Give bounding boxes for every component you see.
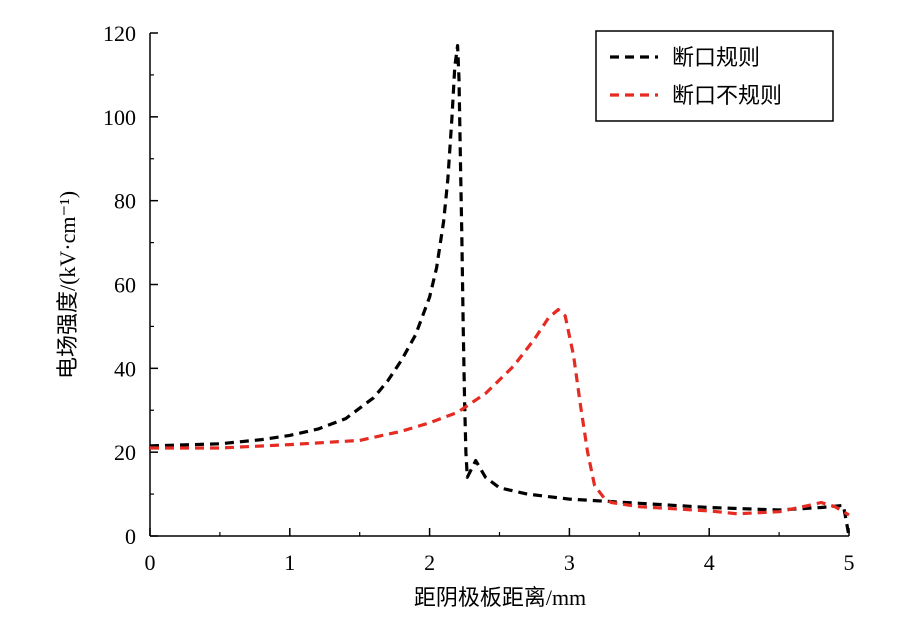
series-line-2 <box>150 308 850 517</box>
x-tick-label: 0 <box>145 550 156 575</box>
y-tick-label: 120 <box>103 21 136 46</box>
x-tick-label: 3 <box>564 550 575 575</box>
legend-box <box>595 30 834 122</box>
x-tick-label: 4 <box>704 550 715 575</box>
x-axis-label: 距阴极板距离/mm <box>414 585 586 610</box>
legend-label: 断口不规则 <box>672 83 782 108</box>
y-tick-label: 100 <box>103 105 136 130</box>
series-layer <box>149 44 851 537</box>
x-tick-label: 1 <box>284 550 295 575</box>
x-tick-label: 5 <box>844 550 855 575</box>
series-line-1 <box>149 44 851 537</box>
y-tick-label: 40 <box>114 356 136 381</box>
axes: 0 1 2 3 4 5 0 20 40 60 80 100 120 <box>103 21 855 575</box>
y-tick-label: 60 <box>114 273 136 298</box>
y-axis-label: 电场强度/(kV·cm⁻¹) <box>55 191 80 379</box>
y-tick-label: 20 <box>114 440 136 465</box>
y-tick-label: 0 <box>125 524 136 549</box>
x-tick-label: 2 <box>424 550 435 575</box>
legend-label: 断口规则 <box>672 45 760 70</box>
y-tick-label: 80 <box>114 189 136 214</box>
